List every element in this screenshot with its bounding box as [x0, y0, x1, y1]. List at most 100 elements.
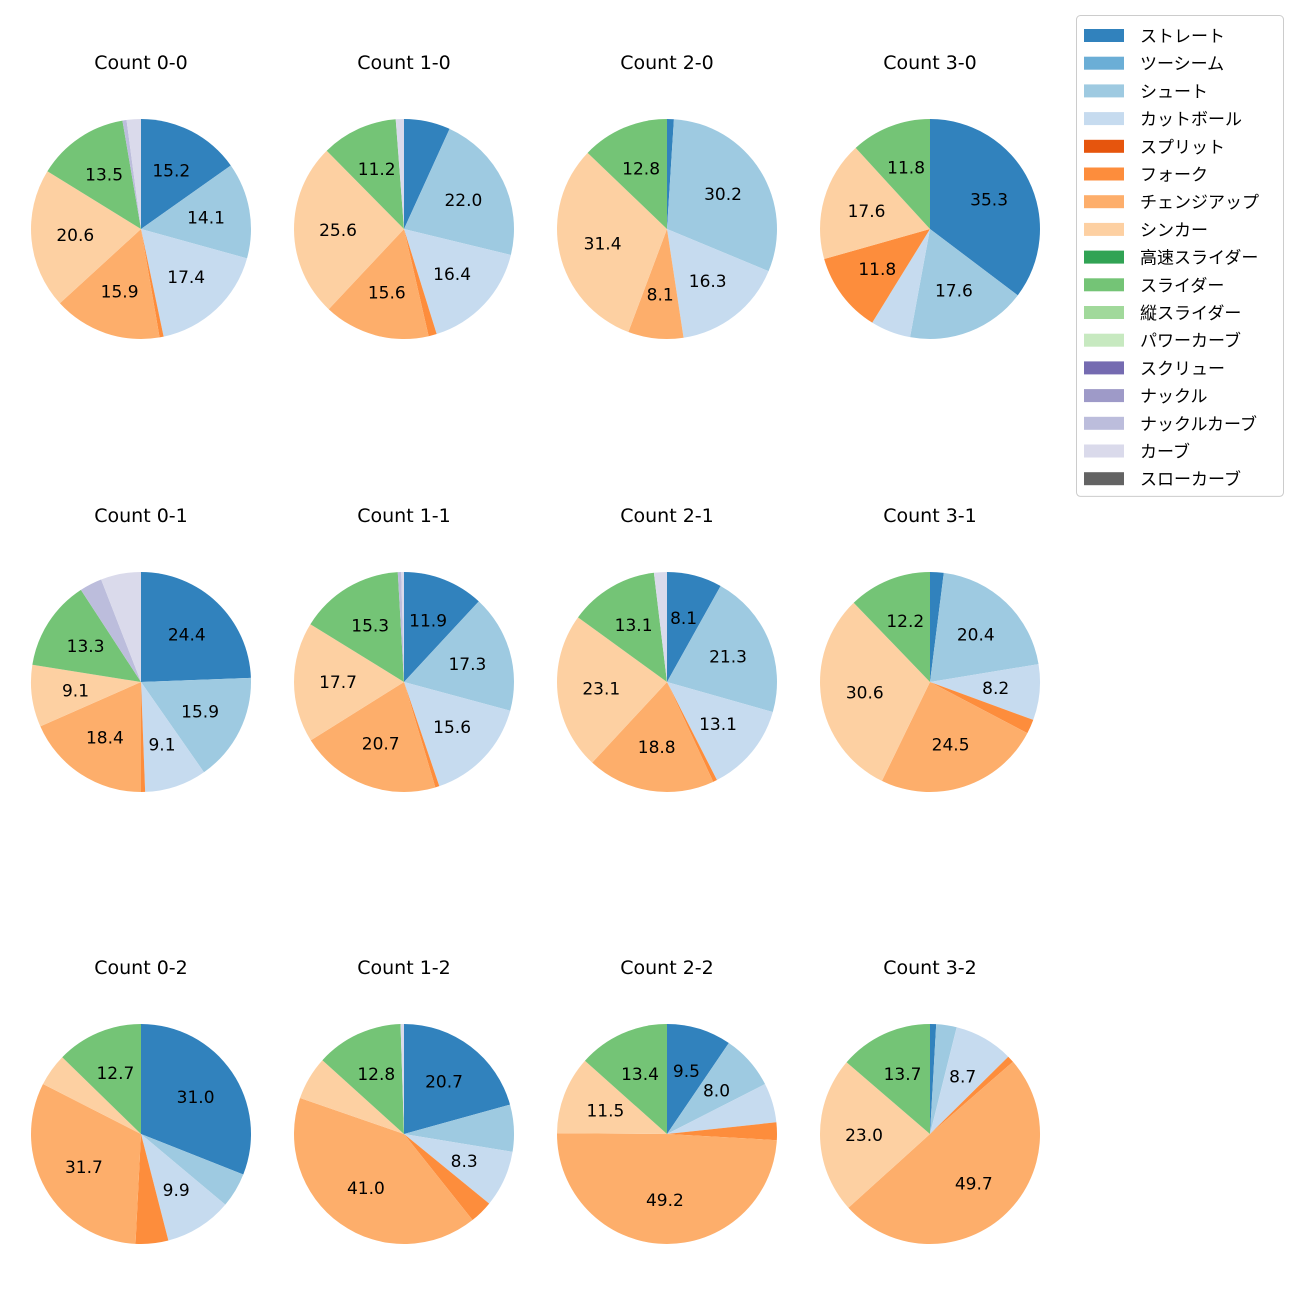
legend-label: シンカー [1140, 221, 1208, 241]
pie-slice [395, 118, 404, 229]
pie-slice [404, 601, 514, 711]
legend-swatch [1084, 56, 1124, 70]
slice-label: 24.5 [932, 736, 970, 756]
pie-slice [667, 119, 674, 229]
legend-label: ナックルカーブ [1140, 414, 1257, 435]
pie-slice [328, 229, 429, 340]
pie-count-1-0: Count 1-0 22.0 16.4 15.6 25.6 11.2 [293, 52, 514, 340]
legend-swatch [1084, 29, 1124, 42]
pie-title: Count 0-1 [94, 505, 188, 527]
pie-slice [404, 572, 479, 682]
pie-slice [101, 572, 141, 682]
slice-label: 12.8 [622, 159, 660, 179]
slice-label: 30.6 [846, 683, 884, 703]
legend-label: カットボール [1140, 110, 1242, 130]
pie-slice [141, 1024, 252, 1175]
slice-label: 24.4 [168, 626, 206, 646]
slice-label: 17.4 [167, 268, 205, 288]
slice-label: 18.4 [86, 728, 124, 748]
pie-slice [930, 664, 1041, 720]
pie-slice [930, 1024, 957, 1134]
pie-slice [294, 624, 404, 741]
pie-slice [300, 1060, 404, 1134]
slice-label: 11.8 [858, 260, 896, 280]
pie-slice [930, 1056, 1013, 1134]
pie-slice [404, 1104, 515, 1152]
pie-slice [122, 119, 141, 229]
pie-slice [592, 682, 714, 792]
slice-label: 15.9 [101, 282, 139, 302]
legend-label: ナックル [1140, 387, 1208, 407]
legend-label: シュート [1140, 82, 1208, 102]
pie-count-1-1: Count 1-1 11.9 17.3 15.6 20.7 17.7 15.3 [294, 505, 514, 793]
pie-slice [820, 147, 930, 260]
pie-slice [910, 229, 1018, 340]
pie-slice [141, 682, 146, 792]
legend-label: カーブ [1140, 442, 1190, 463]
pie-count-0-2: Count 0-2 31.0 9.9 31.7 12.7 [31, 957, 252, 1244]
slice-label: 16.4 [433, 265, 471, 285]
pie-slice [930, 682, 1034, 734]
slice-label: 31.7 [65, 1158, 103, 1178]
legend-label: スライダー [1140, 276, 1224, 296]
pie-slice [667, 1024, 729, 1134]
legend-swatch [1084, 306, 1124, 319]
legend-swatch [1084, 361, 1124, 375]
pie-slice [47, 120, 141, 229]
slice-label: 16.3 [689, 272, 727, 292]
pie-count-3-1: Count 3-1 20.4 8.2 24.5 30.6 12.2 [820, 505, 1041, 792]
pie-count-1-2: Count 1-2 20.7 8.3 41.0 12.8 [293, 957, 515, 1245]
pie-slice [404, 682, 440, 788]
slice-label: 8.1 [670, 609, 697, 629]
pie-slice [31, 1084, 142, 1244]
slice-label: 15.2 [152, 161, 190, 181]
pie-slice [584, 1024, 667, 1134]
pie-title: Count 1-1 [357, 505, 451, 527]
slice-label: 11.2 [358, 160, 396, 180]
legend-swatch [1084, 416, 1124, 430]
pie-slice [578, 572, 667, 682]
slice-label: 11.8 [887, 159, 925, 179]
pie-slice [404, 119, 450, 229]
slice-label: 15.6 [368, 284, 406, 304]
pie-slice [310, 682, 436, 793]
slice-label: 12.2 [886, 612, 924, 632]
pie-slice [141, 165, 252, 259]
slice-label: 31.0 [177, 1088, 215, 1108]
pie-slice [404, 1134, 513, 1204]
pie-count-0-0: Count 0-0 15.2 14.1 17.4 15.9 20.6 13.5 [30, 52, 252, 339]
pie-slice [930, 572, 1039, 682]
slice-label: 20.7 [362, 735, 400, 755]
pie-slice [557, 617, 667, 763]
pie-slice [820, 602, 930, 781]
slice-label: 20.4 [957, 626, 995, 646]
pie-slice [126, 119, 141, 229]
pie-slice [322, 1024, 404, 1134]
pie-title: Count 3-2 [883, 957, 977, 979]
slice-label: 8.0 [703, 1081, 730, 1101]
legend-swatch [1084, 250, 1124, 264]
slice-label: 15.3 [351, 616, 389, 636]
pie-grid: Count 0-0 15.2 14.1 17.4 15.9 20.6 13.5 Count 1… [30, 52, 1041, 1245]
pie-title: Count 3-1 [883, 505, 977, 527]
pie-slice [62, 1024, 141, 1134]
legend-label: ツーシーム [1140, 55, 1224, 75]
legend-swatch [1084, 139, 1124, 153]
legend-swatch [1084, 195, 1124, 209]
pie-slice [141, 229, 248, 337]
slice-label: 13.5 [85, 165, 123, 185]
slice-label: 9.9 [163, 1181, 190, 1201]
pie-slice [42, 1057, 141, 1134]
pie-title: Count 0-2 [94, 957, 188, 979]
pie-slice [40, 682, 141, 792]
slice-label: 13.1 [699, 715, 737, 735]
slice-label: 17.7 [319, 673, 357, 693]
legend-swatch [1084, 222, 1124, 236]
slice-label: 12.7 [96, 1064, 134, 1084]
pie-slice [846, 1024, 930, 1134]
legend: ストレートツーシームシュートカットボールスプリットフォークチェンジアップシンカー… [1076, 15, 1284, 497]
slice-label: 9.1 [148, 736, 175, 756]
pie-slice [141, 119, 231, 229]
legend-label: チェンジアップ [1140, 193, 1259, 213]
